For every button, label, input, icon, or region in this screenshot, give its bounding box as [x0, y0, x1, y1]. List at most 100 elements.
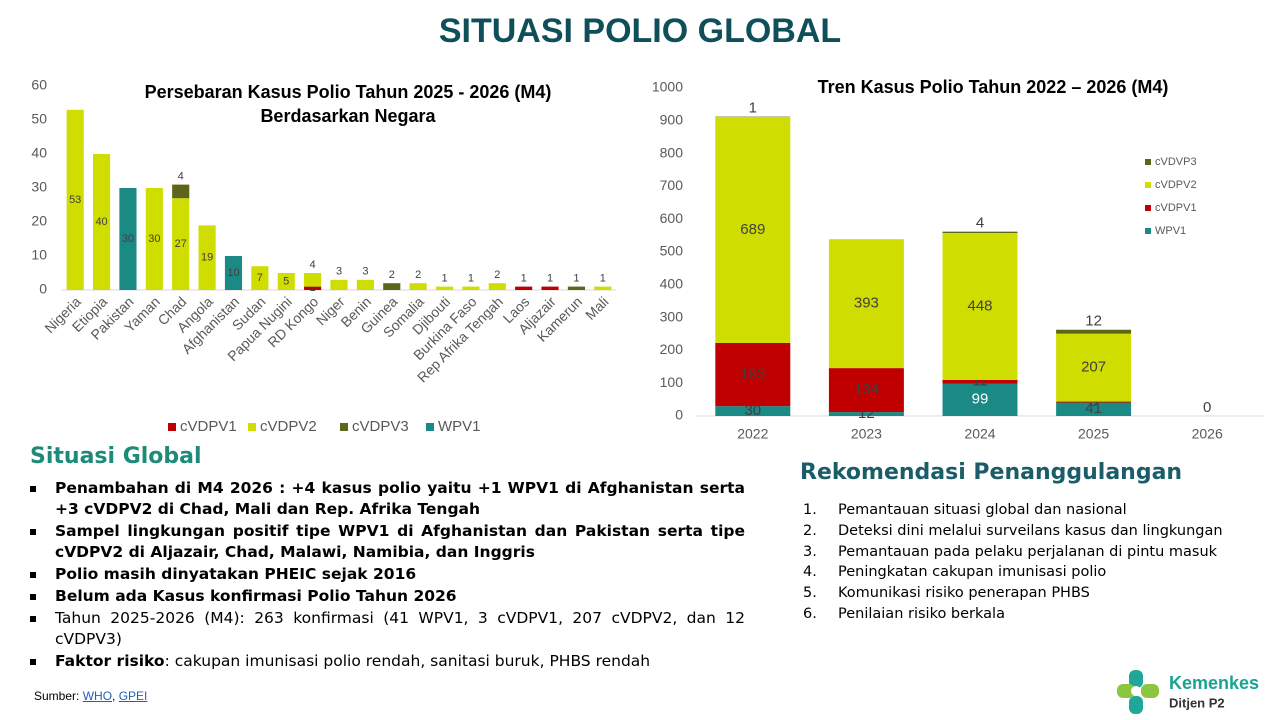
bullet-item: Polio masih dinyatakan PHEIC sejak 2016: [30, 564, 745, 585]
bar-segment: [251, 266, 269, 290]
data-label: 1: [468, 273, 474, 285]
bar-segment: [715, 116, 791, 343]
y-tick-label: 700: [660, 177, 684, 193]
item-number: 5.: [803, 585, 817, 602]
y-tick-label: 60: [31, 77, 47, 93]
bullet-item: Penambahan di M4 2026 : +4 kasus polio y…: [30, 478, 745, 520]
page-title: SITUASI POLIO GLOBAL: [438, 12, 842, 50]
recommendation-item: 2. Deteksi dini melalui surveilans kasus …: [803, 521, 1223, 542]
data-label: 41: [1085, 400, 1102, 417]
data-label: 3: [336, 266, 342, 278]
data-label: 207: [1081, 359, 1106, 376]
bar-segment: [1056, 402, 1132, 416]
section-heading: Rekomendasi Penanggulangan: [800, 460, 1183, 485]
item-text: Deteksi dini melalui surveilans kasus da…: [838, 522, 1223, 539]
bar-segment: [541, 286, 559, 290]
bar-segment: [66, 109, 84, 290]
legend-swatch: [1145, 159, 1151, 165]
bullet-text: Faktor risiko: [55, 652, 165, 670]
y-tick-label: 100: [660, 374, 684, 390]
bar-segment: [1056, 401, 1132, 403]
legend-label: cVDVP3: [1155, 156, 1197, 168]
item-number: 3.: [803, 543, 817, 560]
y-tick-label: 800: [660, 144, 684, 160]
y-tick-label: 500: [660, 243, 684, 259]
item-text: Peningkatan cakupan imunisasi polio: [838, 564, 1107, 581]
data-label: 30: [744, 402, 761, 419]
section-heading: Situasi Global: [30, 444, 202, 469]
data-label: 27: [175, 238, 187, 250]
bar-segment: [92, 154, 111, 290]
bar-segment: [198, 225, 216, 290]
source-label: Sumber:: [34, 689, 80, 703]
x-tick-label: 2025: [1078, 426, 1109, 442]
bar-segment: [942, 379, 1018, 384]
bullet-text: Polio masih dinyatakan PHEIC sejak 2016: [55, 565, 417, 583]
bar-segment: [409, 283, 427, 290]
y-tick-label: 200: [660, 341, 684, 357]
data-label: 4: [178, 171, 184, 183]
recommendation-item: 5. Komunikasi risiko penerapan PHBS: [803, 583, 1223, 604]
data-label: 2: [494, 269, 500, 281]
bullet-text: Penambahan di M4 2026 : +4 kasus polio y…: [55, 479, 745, 518]
bar-segment: [1056, 333, 1132, 402]
bar-segment: [356, 279, 374, 290]
source-link[interactable]: WHO: [82, 689, 113, 703]
y-tick-label: 20: [31, 213, 47, 229]
bullet-text: : cakupan imunisasi polio rendah, sanita…: [164, 652, 651, 670]
item-number: 1.: [803, 502, 817, 518]
legend-swatch: [1145, 228, 1151, 234]
legend-label: cVDPV3: [352, 418, 409, 435]
data-label: 2: [415, 269, 421, 281]
data-label: 5: [283, 275, 289, 287]
bar-segment: [828, 368, 904, 413]
data-label: 448: [967, 297, 992, 314]
data-label: 40: [95, 216, 107, 228]
bar-segment: [515, 286, 533, 290]
bar-segment: [828, 239, 904, 369]
data-label: 12: [1085, 313, 1102, 330]
bar-segment: [942, 232, 1018, 380]
bar-segment: [715, 406, 791, 416]
logo-icon: [1117, 670, 1159, 714]
bullet-text: Sampel lingkungan positif tipe WPV1 di A…: [55, 522, 745, 561]
recommendation-item: 4. Peningkatan cakupan imunisasi polio: [803, 562, 1223, 583]
bullet-text: Tahun 2025-2026 (M4): 263 konfirmasi (41…: [55, 609, 745, 648]
legend-label: WPV1: [1155, 225, 1186, 237]
x-tick-label: 2026: [1192, 426, 1223, 442]
bar-segment: [172, 198, 190, 290]
source-separator: ,: [112, 689, 119, 703]
logo: Kemenkes Ditjen P2: [1117, 670, 1259, 714]
bar-segment: [172, 184, 190, 199]
legend-label: cVDPV2: [260, 418, 317, 435]
bullet-item: Tahun 2025-2026 (M4): 263 konfirmasi (41…: [30, 608, 745, 650]
recommendation-item: 6. Penilaian risiko berkala: [803, 604, 1223, 625]
y-tick-label: 400: [660, 276, 684, 292]
chart-title: Persebaran Kasus Polio Tahun 2025 - 2026…: [145, 82, 552, 102]
bar-segment: [715, 342, 791, 407]
y-tick-label: 0: [675, 407, 683, 423]
bar-segment: [304, 286, 322, 290]
y-tick-label: 50: [31, 111, 47, 127]
bar-segment: [567, 286, 586, 290]
legend-swatch: [1145, 205, 1151, 211]
trend-chart: Tren Kasus Polio Tahun 2022 – 2026 (M4) 0…: [652, 77, 1264, 442]
bar-segment: [383, 283, 401, 290]
data-label: 0: [1203, 399, 1211, 416]
logo-name: Kemenkes: [1169, 673, 1259, 693]
recommendation-item: 3. Pemantauan pada pelaku perjalanan di p…: [803, 542, 1223, 563]
bar-segment: [942, 231, 1018, 233]
item-number: 4.: [803, 564, 817, 581]
x-tick-label: 2024: [964, 426, 995, 442]
logo-unit: Ditjen P2: [1169, 695, 1225, 710]
bullet-item: Belum ada Kasus konfirmasi Polio Tahun 2…: [30, 586, 745, 607]
item-number: 6.: [803, 605, 817, 622]
data-label: 1: [521, 273, 527, 285]
bar-segment: [942, 383, 1018, 416]
bar-segment: [1056, 329, 1132, 334]
bar-segment: [304, 273, 322, 287]
y-tick-label: 0: [39, 281, 47, 297]
source-link[interactable]: GPEI: [118, 689, 148, 703]
bullet-text: Belum ada Kasus konfirmasi Polio Tahun 2…: [55, 587, 457, 605]
